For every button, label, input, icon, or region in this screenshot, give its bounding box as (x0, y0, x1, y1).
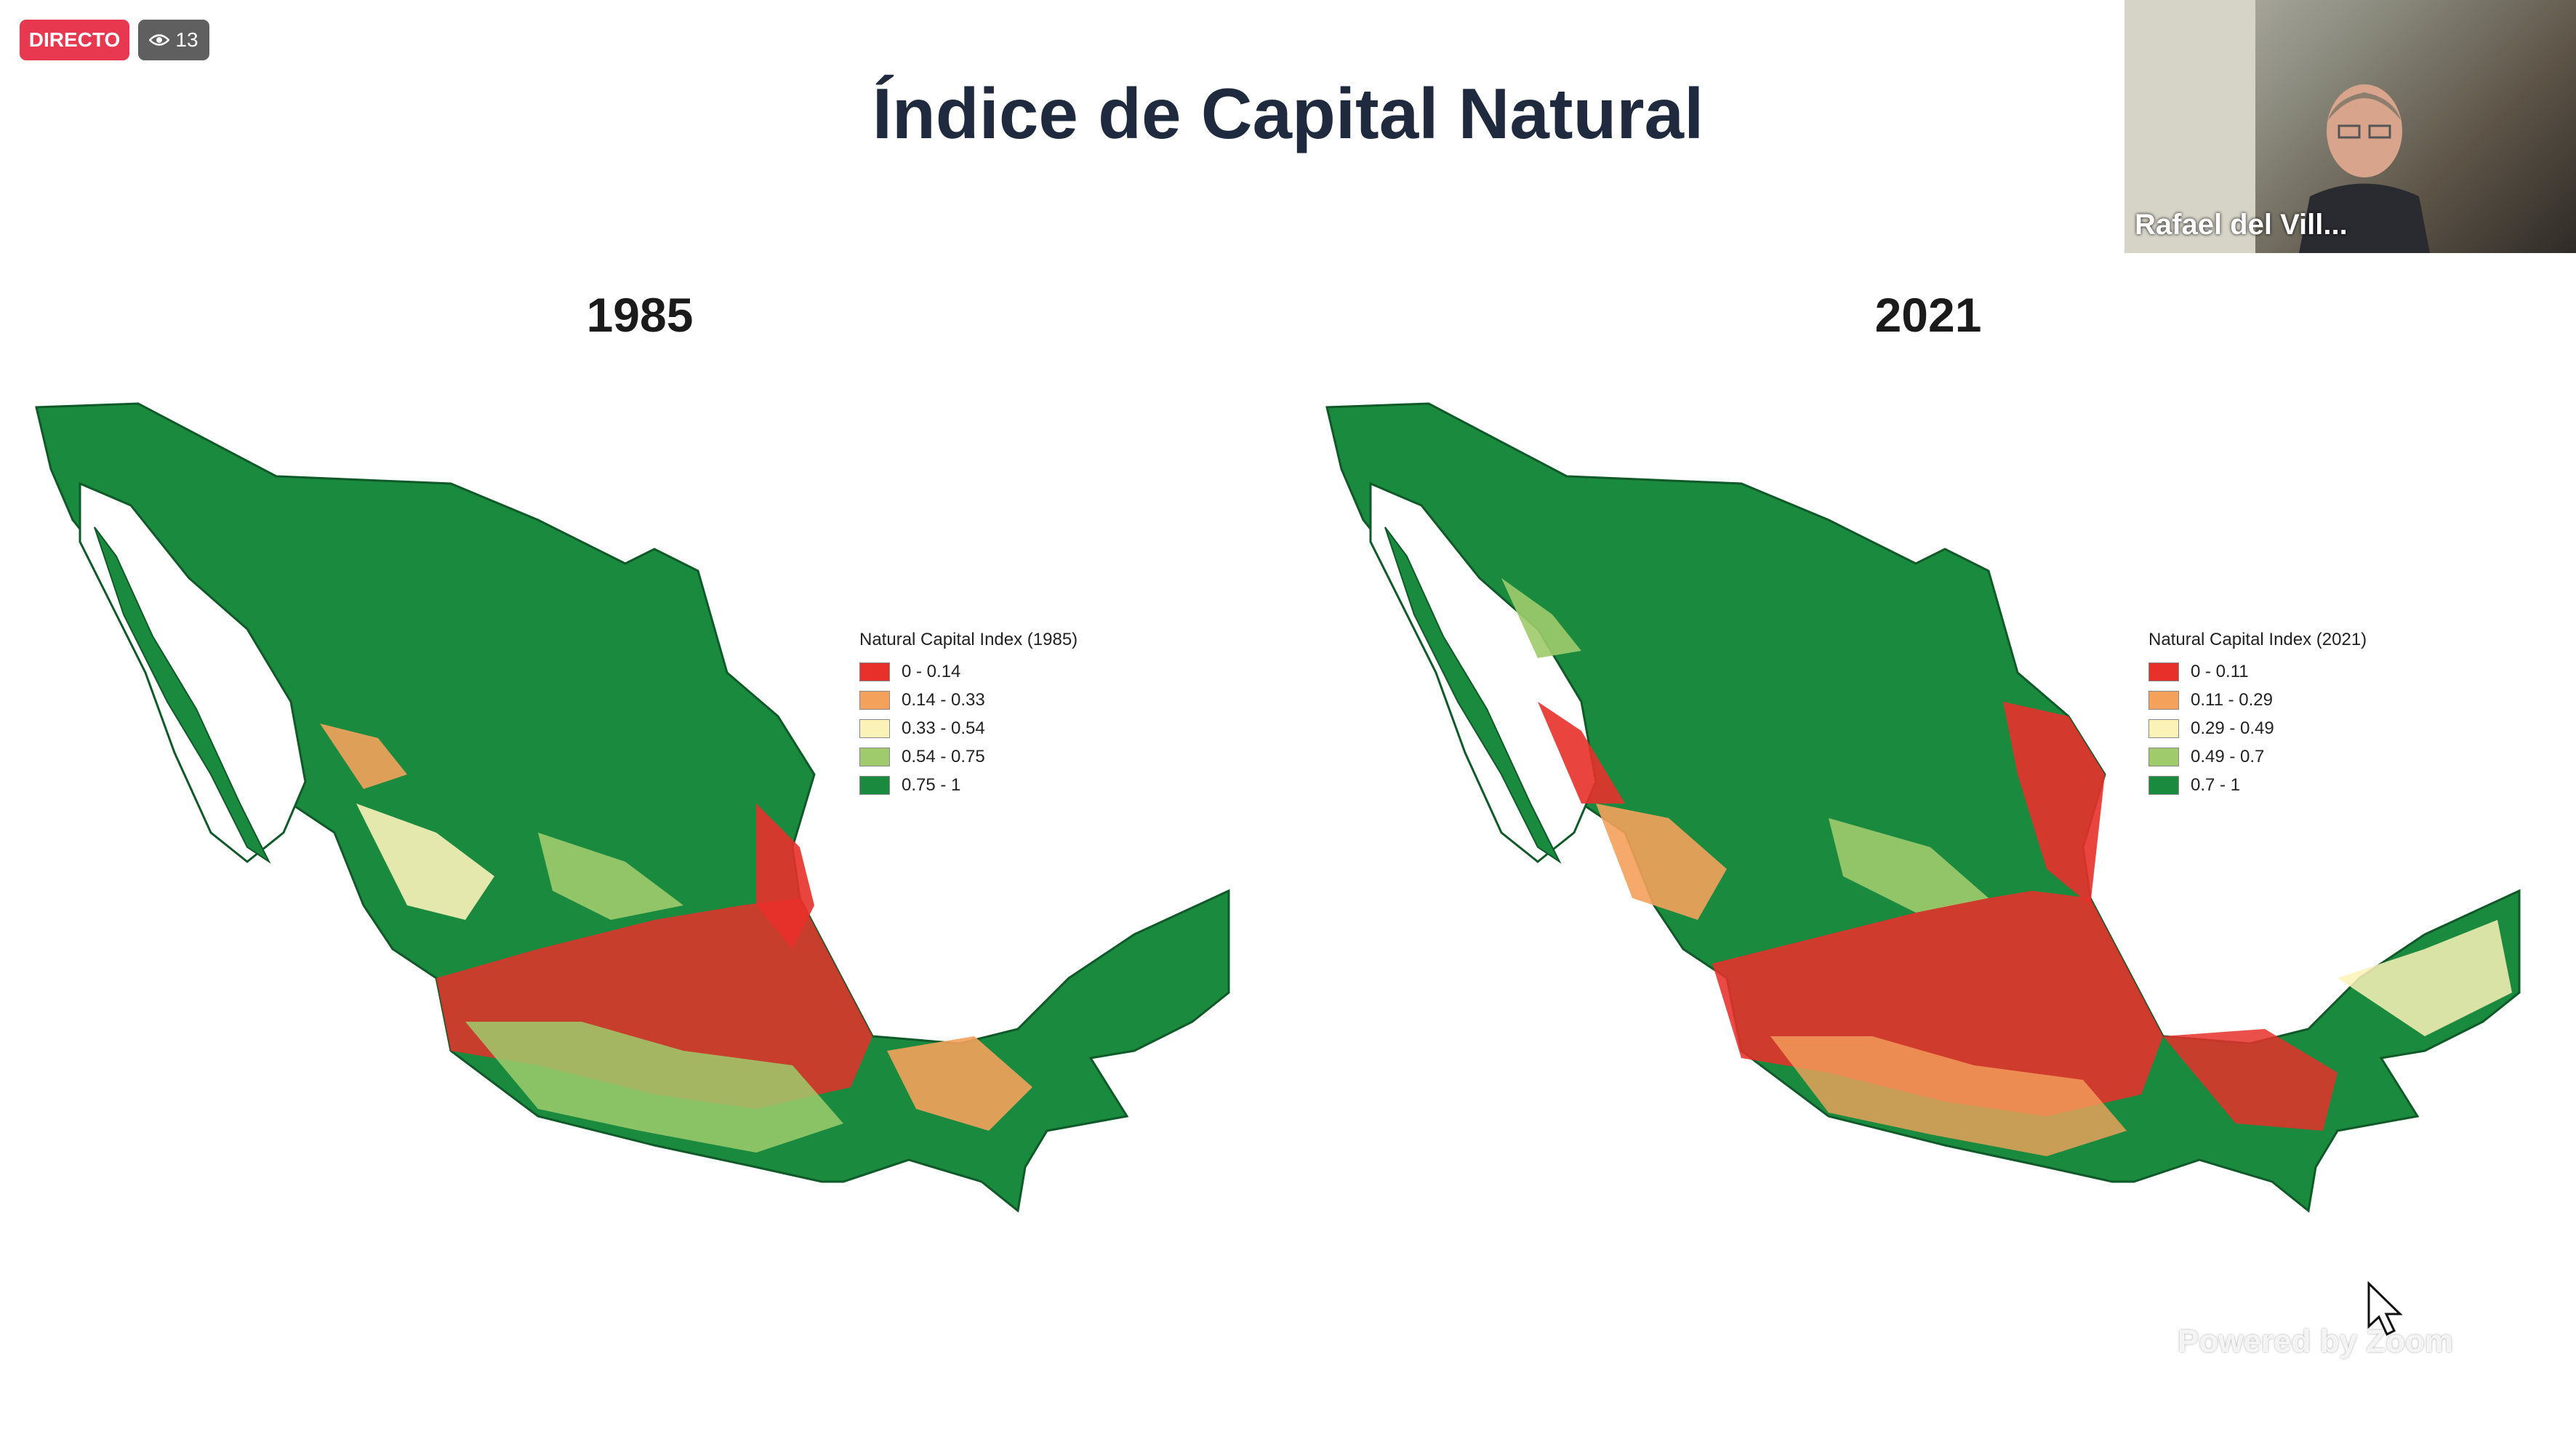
legend-swatch (859, 690, 890, 710)
legend-swatch (2148, 662, 2179, 681)
participant-video-tile[interactable]: Rafael del Vill... (2124, 0, 2576, 253)
legend-1985: Natural Capital Index (1985) 0 - 0.14 0.… (859, 630, 1121, 799)
legend-label: 0.11 - 0.29 (2191, 689, 2273, 710)
zoom-watermark: Powered by Zoom (2178, 1323, 2453, 1359)
legend-label: 0.54 - 0.75 (902, 746, 985, 766)
live-badge: DIRECTO (20, 20, 129, 60)
legend-item: 0.7 - 1 (2148, 771, 2410, 799)
participant-name: Rafael del Vill... (2135, 209, 2348, 241)
slide-title: Índice de Capital Natural (872, 73, 1704, 153)
legend-item: 0 - 0.14 (859, 657, 1121, 686)
legend-2021: Natural Capital Index (2021) 0 - 0.11 0.… (2148, 630, 2410, 799)
legend-swatch (2148, 747, 2179, 766)
legend-item: 0.75 - 1 (859, 771, 1121, 799)
legend-label: 0.49 - 0.7 (2191, 746, 2265, 766)
legend-title: Natural Capital Index (2021) (2148, 630, 2367, 649)
viewer-count-badge: 13 (138, 20, 209, 60)
legend-swatch (859, 775, 890, 795)
legend-item: 0.49 - 0.7 (2148, 742, 2410, 771)
legend-title: Natural Capital Index (1985) (859, 630, 1078, 649)
legend-label: 0 - 0.14 (902, 661, 961, 681)
legend-swatch (2148, 690, 2179, 710)
legend-swatch (859, 662, 890, 681)
legend-label: 0.14 - 0.33 (902, 689, 985, 710)
legend-item: 0.33 - 0.54 (859, 714, 1121, 742)
legend-item: 0 - 0.11 (2148, 657, 2410, 686)
participant-avatar (2299, 84, 2430, 253)
cursor-icon (2367, 1281, 2403, 1337)
legend-label: 0.29 - 0.49 (2191, 718, 2274, 738)
legend-label: 0.33 - 0.54 (902, 718, 985, 738)
legend-swatch (859, 747, 890, 766)
legend-swatch (859, 718, 890, 738)
legend-item: 0.29 - 0.49 (2148, 714, 2410, 742)
legend-label: 0.7 - 1 (2191, 774, 2241, 795)
legend-swatch (2148, 718, 2179, 738)
legend-swatch (2148, 775, 2179, 795)
viewer-count: 13 (175, 28, 198, 51)
legend-label: 0.75 - 1 (902, 774, 961, 795)
eye-icon (149, 34, 170, 46)
legend-item: 0.54 - 0.75 (859, 742, 1121, 771)
mexico-map-1985 (35, 402, 1230, 1213)
mexico-map-2021 (1325, 402, 2521, 1213)
map-year-2021: 2021 (1874, 288, 1982, 342)
video-background (2124, 0, 2255, 253)
map-year-1985: 1985 (586, 288, 694, 342)
legend-label: 0 - 0.11 (2191, 661, 2249, 681)
legend-item: 0.11 - 0.29 (2148, 686, 2410, 714)
legend-item: 0.14 - 0.33 (859, 686, 1121, 714)
